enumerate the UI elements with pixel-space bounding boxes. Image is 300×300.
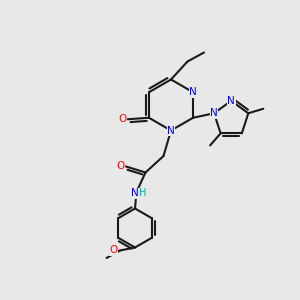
Text: N: N (131, 188, 139, 199)
Text: N: N (227, 96, 235, 106)
Text: N: N (210, 108, 218, 118)
Text: O: O (109, 245, 118, 256)
Text: N: N (189, 87, 197, 97)
Text: O: O (118, 114, 127, 124)
Text: N: N (167, 125, 175, 136)
Text: O: O (116, 161, 125, 172)
Text: H: H (140, 188, 147, 199)
